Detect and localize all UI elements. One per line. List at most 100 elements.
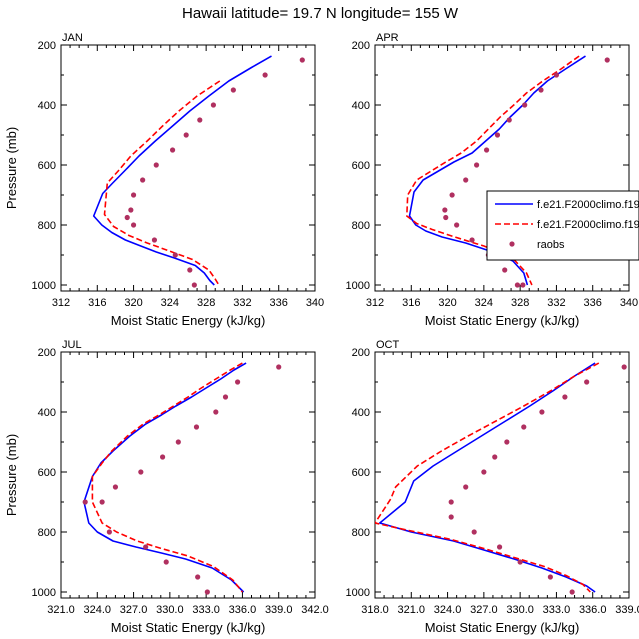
raobs-point <box>481 469 487 475</box>
raobs-point <box>187 267 193 273</box>
x-tick-label: 328 <box>197 297 215 309</box>
x-tick-label: 320 <box>438 297 456 309</box>
raobs-point <box>169 147 176 153</box>
raobs-point <box>520 282 526 288</box>
y-axis-label: Pressure (mb) <box>4 127 19 209</box>
x-tick-label: 332 <box>233 297 251 309</box>
raobs-point <box>106 529 112 535</box>
x-tick-label: 324.0 <box>434 604 462 616</box>
raobs-point <box>197 117 203 123</box>
raobs-point <box>604 57 610 63</box>
x-axis-label: Moist Static Energy (kJ/kg) <box>111 620 266 635</box>
legend-box <box>486 190 639 261</box>
y-tick-label: 1000 <box>32 587 56 599</box>
x-tick-label: 330.0 <box>156 604 184 616</box>
x-tick-label: 336.0 <box>579 604 607 616</box>
x-tick-label: 333.0 <box>192 604 220 616</box>
raobs-point <box>204 589 210 595</box>
raobs-point <box>569 589 575 595</box>
x-tick-label: 312 <box>366 297 384 309</box>
x-tick-label: 340 <box>620 297 638 309</box>
panel-jan: 312 316 320 324 328 332 336 340 200 400 600 800 1000… <box>4 32 324 328</box>
raobs-point <box>504 439 510 445</box>
raobs-point <box>538 87 544 93</box>
raobs-point <box>521 424 527 430</box>
raobs-point <box>195 574 201 580</box>
legend-label: f.e21.F2000climo.f19 <box>537 219 639 231</box>
raobs-point <box>138 469 144 475</box>
panel-apr: 312 316 320 324 328 332 336 340 200 400 600 800 1000… <box>346 32 639 328</box>
x-tick-label: 321.0 <box>398 604 426 616</box>
raobs-point <box>82 499 88 505</box>
raobs-point <box>163 559 169 565</box>
raobs-point <box>471 529 477 535</box>
raobs-point <box>517 559 523 565</box>
y-tick-label: 800 <box>352 220 370 232</box>
y-tick-label: 800 <box>38 220 56 232</box>
raobs-point <box>506 117 512 123</box>
panels: 312 316 320 324 328 332 336 340 200 400 600 800 1000… <box>4 32 639 635</box>
legend-label: raobs <box>537 239 565 251</box>
y-tick-label: 200 <box>352 40 370 52</box>
x-tick-label: 336.0 <box>229 604 257 616</box>
raobs-point <box>474 162 480 168</box>
model-line-solid <box>408 55 586 286</box>
y-tick-label: 200 <box>38 40 56 52</box>
raobs-point <box>160 454 166 460</box>
legend-label: f.e21.F2000climo.f19 <box>537 199 639 211</box>
raobs-point <box>448 514 454 520</box>
raobs-point <box>621 364 627 370</box>
panel-label: JUL <box>62 339 82 351</box>
model-line-dashed <box>103 80 221 286</box>
x-tick-label: 321.0 <box>47 604 75 616</box>
series-group <box>92 55 305 288</box>
raobs-point <box>454 222 460 228</box>
x-tick-label: 336 <box>584 297 602 309</box>
y-tick-label: 600 <box>352 467 370 479</box>
legend: f.e21.F2000climo.f19 f.e21.F2000climo.f19… <box>486 190 639 261</box>
plot-frame <box>60 44 316 292</box>
series-group <box>405 55 610 288</box>
y-tick-label: 1000 <box>346 280 370 292</box>
y-tick-label: 600 <box>38 467 56 479</box>
raobs-point <box>463 484 469 490</box>
x-tick-label: 330.0 <box>506 604 534 616</box>
raobs-point <box>140 177 146 183</box>
x-tick-label: 316 <box>88 297 106 309</box>
x-tick-label: 318.0 <box>361 604 389 616</box>
y-tick-label: 600 <box>352 160 370 172</box>
x-tick-label: 328 <box>511 297 529 309</box>
series-group <box>375 362 627 595</box>
x-tick-label: 324.0 <box>84 604 112 616</box>
x-tick-label: 324 <box>475 297 493 309</box>
raobs-point <box>230 87 236 93</box>
raobs-point <box>442 207 448 213</box>
raobs-point <box>175 439 181 445</box>
raobs-point <box>502 267 508 273</box>
panel-label: OCT <box>376 339 400 351</box>
raobs-point <box>153 162 159 168</box>
x-tick-label: 339.0 <box>265 604 293 616</box>
y-tick-label: 400 <box>38 100 56 112</box>
raobs-point <box>276 364 282 370</box>
raobs-point <box>222 394 229 400</box>
panel-oct: 318.0 321.0 324.0 327.0 330.0 333.0 336.0 339.0… <box>346 339 639 635</box>
raobs-point <box>191 282 197 288</box>
raobs-point <box>448 499 454 505</box>
model-line-dashed <box>405 55 580 286</box>
model-line-solid <box>92 55 272 286</box>
x-tick-label: 339.0 <box>615 604 639 616</box>
x-tick-label: 332 <box>547 297 565 309</box>
raobs-point <box>262 72 268 78</box>
x-axis-label: Moist Static Energy (kJ/kg) <box>111 313 266 328</box>
model-line-dashed <box>375 362 600 593</box>
x-tick-label: 320 <box>124 297 142 309</box>
y-tick-label: 200 <box>352 347 370 359</box>
raobs-point <box>183 132 189 138</box>
x-axis-label: Moist Static Energy (kJ/kg) <box>425 313 580 328</box>
raobs-point <box>130 192 137 198</box>
y-tick-label: 1000 <box>32 280 56 292</box>
raobs-point <box>553 72 560 78</box>
raobs-point <box>172 252 178 258</box>
